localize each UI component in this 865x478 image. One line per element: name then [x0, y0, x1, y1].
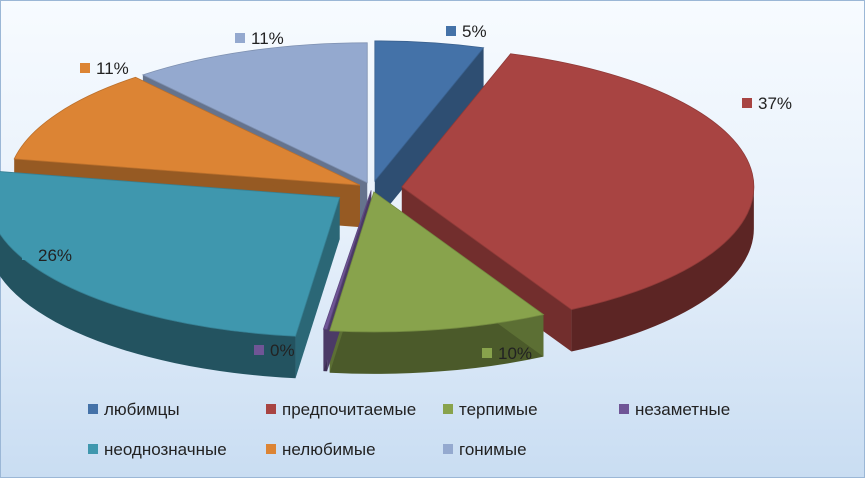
data-label: 0% [270, 341, 295, 360]
pie-slice-edge-4 [295, 197, 340, 379]
pie-slice-незаметные[interactable] [322, 190, 372, 330]
pie-slice-нелюбимые[interactable] [13, 76, 361, 186]
data-label: 11% [96, 59, 129, 78]
pie-slice-терпимые[interactable] [329, 191, 545, 333]
data-label-marker [235, 33, 245, 43]
pie-slice-неоднозначные[interactable] [0, 171, 341, 337]
data-label-marker [22, 250, 32, 260]
data-label-marker [446, 26, 456, 36]
pie-slice-side-4 [0, 234, 296, 379]
pie-slice-side-1 [571, 186, 754, 352]
data-label-marker [482, 348, 492, 358]
data-label: 5% [462, 22, 487, 41]
pie-slice-предпочитаемые[interactable] [401, 53, 755, 310]
data-label: 10% [498, 344, 532, 363]
pie-slice-edge-0 [374, 47, 484, 223]
pie-slice-любимцы[interactable] [374, 40, 485, 183]
data-label-marker [742, 98, 752, 108]
data-label: 26% [38, 246, 72, 265]
data-label-marker [254, 345, 264, 355]
data-label: 37% [758, 94, 792, 113]
pie-slice-гонимые[interactable] [141, 42, 368, 184]
data-label: 11% [251, 29, 284, 48]
data-label-marker [80, 63, 90, 73]
pie-slice-side-2 [329, 314, 544, 374]
